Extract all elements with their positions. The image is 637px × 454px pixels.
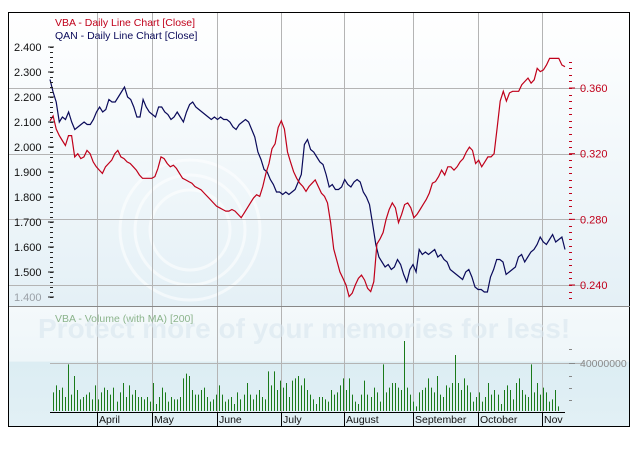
legend-vba: VBA - Daily Line Chart [Close] — [55, 17, 195, 29]
svg-text:2.100: 2.100 — [14, 117, 42, 129]
svg-text:June: June — [219, 414, 242, 426]
watermark-text: Protect more of your memories for less! — [38, 313, 570, 344]
svg-text:1.400: 1.400 — [14, 292, 42, 304]
svg-text:2.000: 2.000 — [14, 142, 42, 154]
svg-text:0.240: 0.240 — [580, 280, 608, 292]
volume-bars — [53, 341, 559, 411]
svg-text:September: September — [415, 414, 467, 426]
svg-text:2.300: 2.300 — [14, 67, 42, 79]
price-panel-background — [9, 12, 630, 307]
svg-text:Nov: Nov — [544, 414, 563, 426]
svg-text:0.360: 0.360 — [580, 83, 608, 95]
volume-title: VBA - Volume (with MA) [200] — [55, 313, 193, 325]
svg-text:October: October — [480, 414, 518, 426]
svg-text:2.400: 2.400 — [14, 42, 42, 54]
svg-text:April: April — [99, 414, 120, 426]
svg-text:0.320: 0.320 — [580, 149, 608, 161]
legend-qan: QAN - Daily Line Chart [Close] — [55, 30, 197, 42]
svg-text:1.900: 1.900 — [14, 167, 42, 179]
grid-lines — [9, 13, 585, 426]
svg-text:August: August — [346, 414, 379, 426]
svg-text:July: July — [283, 414, 302, 426]
svg-text:0.280: 0.280 — [580, 214, 608, 226]
svg-text:1.600: 1.600 — [14, 242, 42, 254]
qan-price-line — [49, 79, 566, 293]
month-axis: April May June July August September October No… — [97, 412, 563, 426]
vba-price-line — [49, 57, 566, 298]
svg-text:1.700: 1.700 — [14, 217, 42, 229]
svg-text:1.800: 1.800 — [14, 192, 42, 204]
svg-text:May: May — [154, 414, 175, 426]
svg-text:1.500: 1.500 — [14, 267, 42, 279]
right-price-axis: 0.360 0.320 0.280 0.240 — [569, 62, 608, 299]
chart-frame — [8, 12, 630, 427]
svg-text:40000000: 40000000 — [580, 358, 627, 370]
svg-text:2.200: 2.200 — [14, 92, 42, 104]
left-price-axis: 2.400 2.300 2.200 2.100 2.000 1.900 1.800 1.700… — [14, 42, 54, 304]
volume-axis: 40000000 — [569, 349, 627, 401]
